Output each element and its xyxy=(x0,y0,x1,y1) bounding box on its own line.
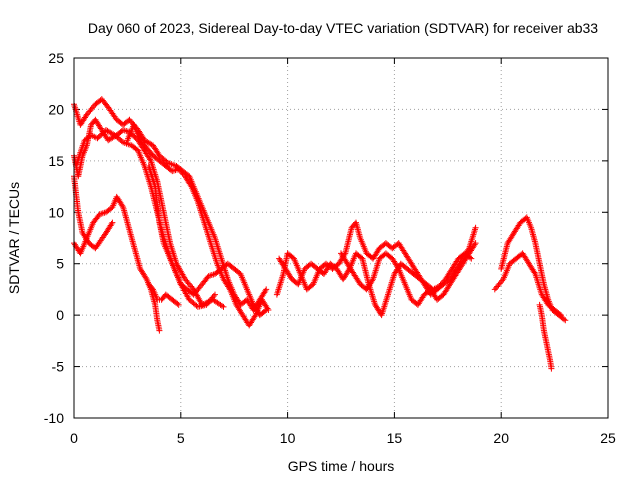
data-point xyxy=(263,286,270,293)
data-point xyxy=(210,293,217,299)
data-point xyxy=(548,365,555,372)
data-point xyxy=(262,308,268,314)
x-tick-label: 0 xyxy=(70,430,78,446)
data-points xyxy=(71,96,569,372)
data-point xyxy=(212,291,218,298)
data-point xyxy=(178,169,185,175)
data-point xyxy=(109,219,116,226)
y-tick-label: 5 xyxy=(56,256,64,272)
series-track-b xyxy=(71,193,163,334)
x-tick-label: 15 xyxy=(387,430,403,446)
x-axis-title: GPS time / hours xyxy=(288,458,395,474)
series-track-m xyxy=(498,214,569,324)
axis-ticks xyxy=(73,57,609,419)
data-point xyxy=(220,303,227,310)
y-tick-label: 15 xyxy=(48,153,64,169)
y-tick-label: -10 xyxy=(44,410,64,426)
plot-frame xyxy=(73,57,609,419)
data-point xyxy=(472,240,479,247)
data-point xyxy=(142,274,149,281)
y-axis-tick-labels: -10 -5 0 5 10 15 20 25 xyxy=(44,50,64,426)
series-track-n xyxy=(536,301,555,372)
series-track-g xyxy=(145,163,270,319)
data-point xyxy=(118,138,125,145)
y-tick-label: 25 xyxy=(48,50,64,66)
x-tick-label: 25 xyxy=(600,430,616,446)
x-tick-label: 5 xyxy=(177,430,185,446)
series-track-e xyxy=(71,173,116,252)
data-point xyxy=(174,300,181,307)
data-point xyxy=(437,281,444,288)
y-tick-label: -5 xyxy=(52,359,65,375)
data-point xyxy=(119,202,126,209)
data-point xyxy=(163,158,170,165)
series-track-f xyxy=(124,121,272,329)
grid xyxy=(74,58,608,418)
x-axis-tick-labels: 0 5 10 15 20 25 xyxy=(70,430,616,446)
data-point xyxy=(226,285,232,291)
data-point xyxy=(108,221,115,227)
data-point xyxy=(562,317,569,324)
y-tick-label: 20 xyxy=(48,101,64,117)
x-tick-label: 20 xyxy=(493,430,509,446)
data-point xyxy=(179,170,186,177)
y-tick-label: 0 xyxy=(56,307,64,323)
data-point xyxy=(156,327,163,334)
data-point xyxy=(468,255,475,262)
series-track-h xyxy=(145,281,182,308)
series-track-j xyxy=(276,250,475,319)
data-point xyxy=(175,301,182,308)
x-tick-label: 10 xyxy=(280,430,296,446)
data-point xyxy=(440,279,447,285)
y-axis-title: SDTVAR / TECUs xyxy=(6,182,22,294)
data-point xyxy=(472,224,479,231)
series-track-k xyxy=(338,240,479,308)
data-point xyxy=(263,307,270,313)
y-tick-label: 10 xyxy=(48,204,64,220)
data-point xyxy=(561,316,567,323)
chart-title: Day 060 of 2023, Sidereal Day-to-day VTE… xyxy=(88,20,598,36)
